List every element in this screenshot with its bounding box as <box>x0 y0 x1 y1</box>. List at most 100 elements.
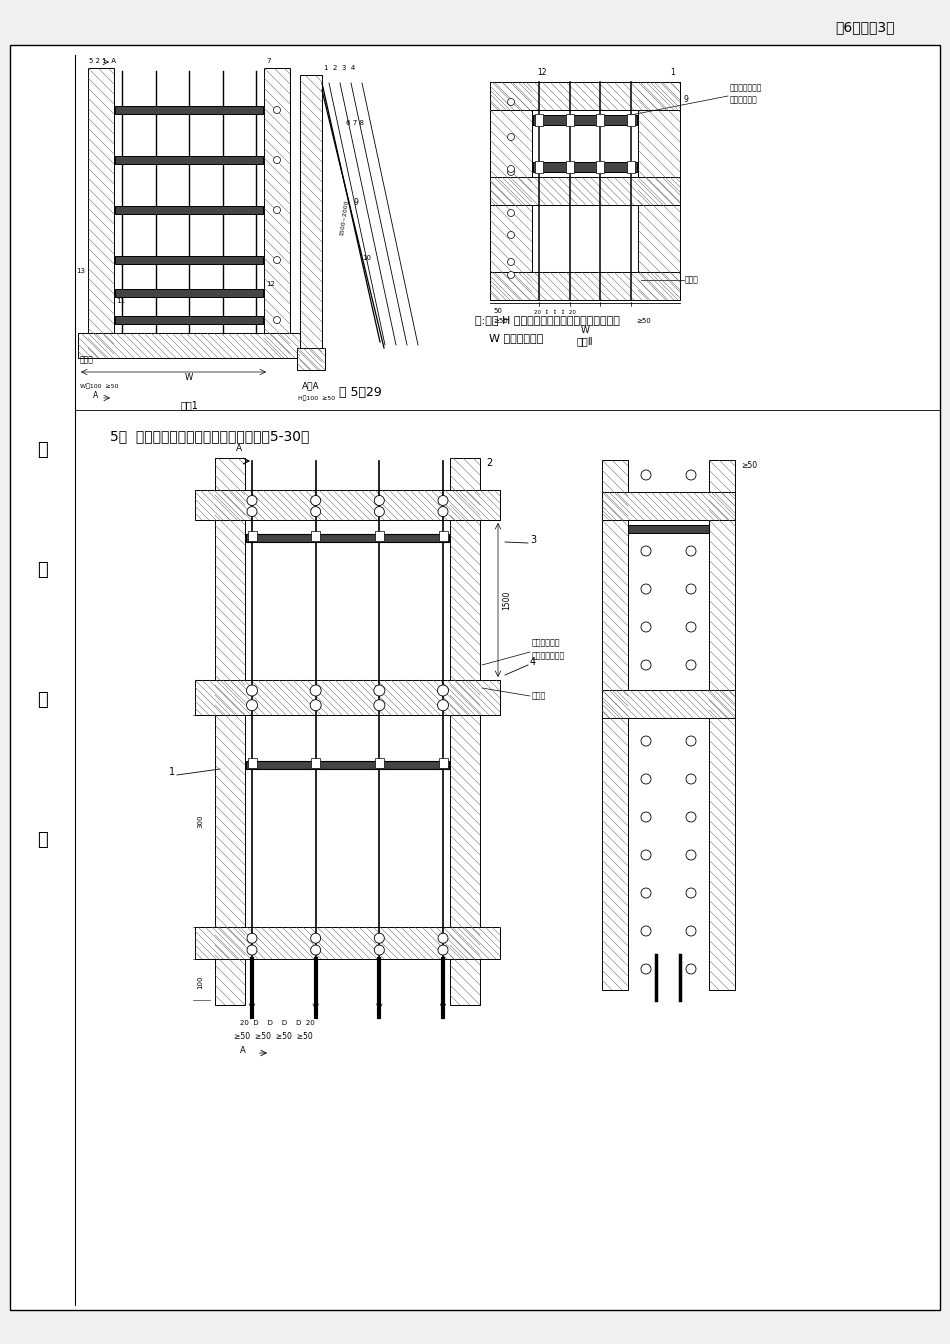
Circle shape <box>374 507 385 516</box>
Bar <box>115 255 263 263</box>
Bar <box>375 758 384 767</box>
Text: A: A <box>236 444 242 453</box>
Bar <box>490 271 680 300</box>
Text: A－A: A－A <box>302 380 320 390</box>
Bar <box>597 161 604 173</box>
Circle shape <box>686 812 696 823</box>
Bar <box>115 289 263 297</box>
Bar <box>490 82 532 300</box>
Circle shape <box>641 812 651 823</box>
Bar <box>533 163 637 172</box>
Bar <box>246 761 449 769</box>
Bar <box>195 927 500 960</box>
Text: ≥50: ≥50 <box>741 461 757 470</box>
Text: 20  D    D    D    D  20: 20 D D D D 20 <box>240 1020 314 1025</box>
Bar <box>628 526 709 534</box>
Text: 1500~2000: 1500~2000 <box>339 199 349 235</box>
Text: 方案Ⅱ: 方案Ⅱ <box>577 336 594 345</box>
Bar <box>375 531 384 542</box>
Text: 混凝土: 混凝土 <box>532 691 546 700</box>
Circle shape <box>374 700 385 711</box>
Circle shape <box>507 258 515 266</box>
Text: 方案1: 方案1 <box>180 401 198 410</box>
Circle shape <box>311 496 321 505</box>
Bar <box>490 82 680 110</box>
Circle shape <box>686 888 696 898</box>
Text: 6 7 8: 6 7 8 <box>346 120 364 126</box>
Circle shape <box>438 945 448 956</box>
Text: W: W <box>580 327 589 335</box>
Text: 13: 13 <box>76 267 85 274</box>
Text: ≥50: ≥50 <box>636 319 651 324</box>
Bar <box>565 114 574 126</box>
Bar <box>246 534 449 542</box>
Circle shape <box>686 622 696 632</box>
Circle shape <box>374 933 385 943</box>
Bar <box>248 758 256 767</box>
Text: 塌料或石棉绳: 塌料或石棉绳 <box>730 95 758 103</box>
Circle shape <box>507 168 515 176</box>
Bar <box>450 458 480 1005</box>
Circle shape <box>686 737 696 746</box>
Bar <box>88 69 114 358</box>
Text: 4: 4 <box>530 657 536 667</box>
Text: 火堵料或石棉绳: 火堵料或石棉绳 <box>532 650 565 660</box>
Bar <box>602 492 735 520</box>
Bar <box>195 680 500 715</box>
Circle shape <box>274 106 280 113</box>
Bar <box>490 82 680 110</box>
Circle shape <box>247 945 257 956</box>
Circle shape <box>641 888 651 898</box>
Text: 注:图中 H 表示电缆桥架、封闭式母线等高度，: 注:图中 H 表示电缆桥架、封闭式母线等高度， <box>475 314 619 325</box>
Bar <box>115 156 263 164</box>
Circle shape <box>507 133 515 141</box>
Circle shape <box>311 507 321 516</box>
Bar <box>602 689 735 718</box>
Text: 混凝土: 混凝土 <box>685 276 699 285</box>
Circle shape <box>641 660 651 671</box>
Text: 图 5－29: 图 5－29 <box>338 387 381 399</box>
Circle shape <box>507 210 515 216</box>
Text: 交: 交 <box>38 441 48 460</box>
Circle shape <box>374 685 385 696</box>
Text: A: A <box>240 1046 246 1055</box>
Text: 7: 7 <box>266 58 271 65</box>
Text: 内: 内 <box>38 691 48 710</box>
Bar <box>115 106 263 114</box>
Circle shape <box>641 849 651 860</box>
Circle shape <box>247 507 257 516</box>
Circle shape <box>507 271 515 278</box>
Bar <box>627 161 635 173</box>
Circle shape <box>274 156 280 164</box>
Circle shape <box>641 585 651 594</box>
Circle shape <box>247 933 257 943</box>
Circle shape <box>246 685 257 696</box>
Circle shape <box>641 470 651 480</box>
Circle shape <box>507 231 515 238</box>
Bar <box>490 177 680 206</box>
Text: W＋100  ≥50: W＋100 ≥50 <box>80 383 119 388</box>
Circle shape <box>686 585 696 594</box>
Text: 管口内封堵防火: 管口内封堵防火 <box>730 83 762 91</box>
Circle shape <box>507 98 515 105</box>
Circle shape <box>310 685 321 696</box>
Circle shape <box>686 546 696 556</box>
Circle shape <box>247 496 257 505</box>
Bar <box>264 69 290 358</box>
Text: 共6页，第3页: 共6页，第3页 <box>835 20 895 34</box>
Bar <box>115 316 263 324</box>
Text: 50: 50 <box>493 308 502 314</box>
Circle shape <box>310 700 321 711</box>
Bar <box>300 75 322 370</box>
Text: 1  2  3  4: 1 2 3 4 <box>324 65 355 71</box>
Text: 管口内封堵防: 管口内封堵防 <box>532 638 560 646</box>
Circle shape <box>686 926 696 935</box>
Bar <box>638 82 680 300</box>
Text: 11: 11 <box>116 298 125 304</box>
Text: 10: 10 <box>362 255 371 261</box>
Text: 5 2 1  A: 5 2 1 A <box>89 58 116 65</box>
Text: 容: 容 <box>38 831 48 849</box>
Circle shape <box>311 945 321 956</box>
Text: 12: 12 <box>266 281 275 288</box>
Bar <box>439 531 447 542</box>
